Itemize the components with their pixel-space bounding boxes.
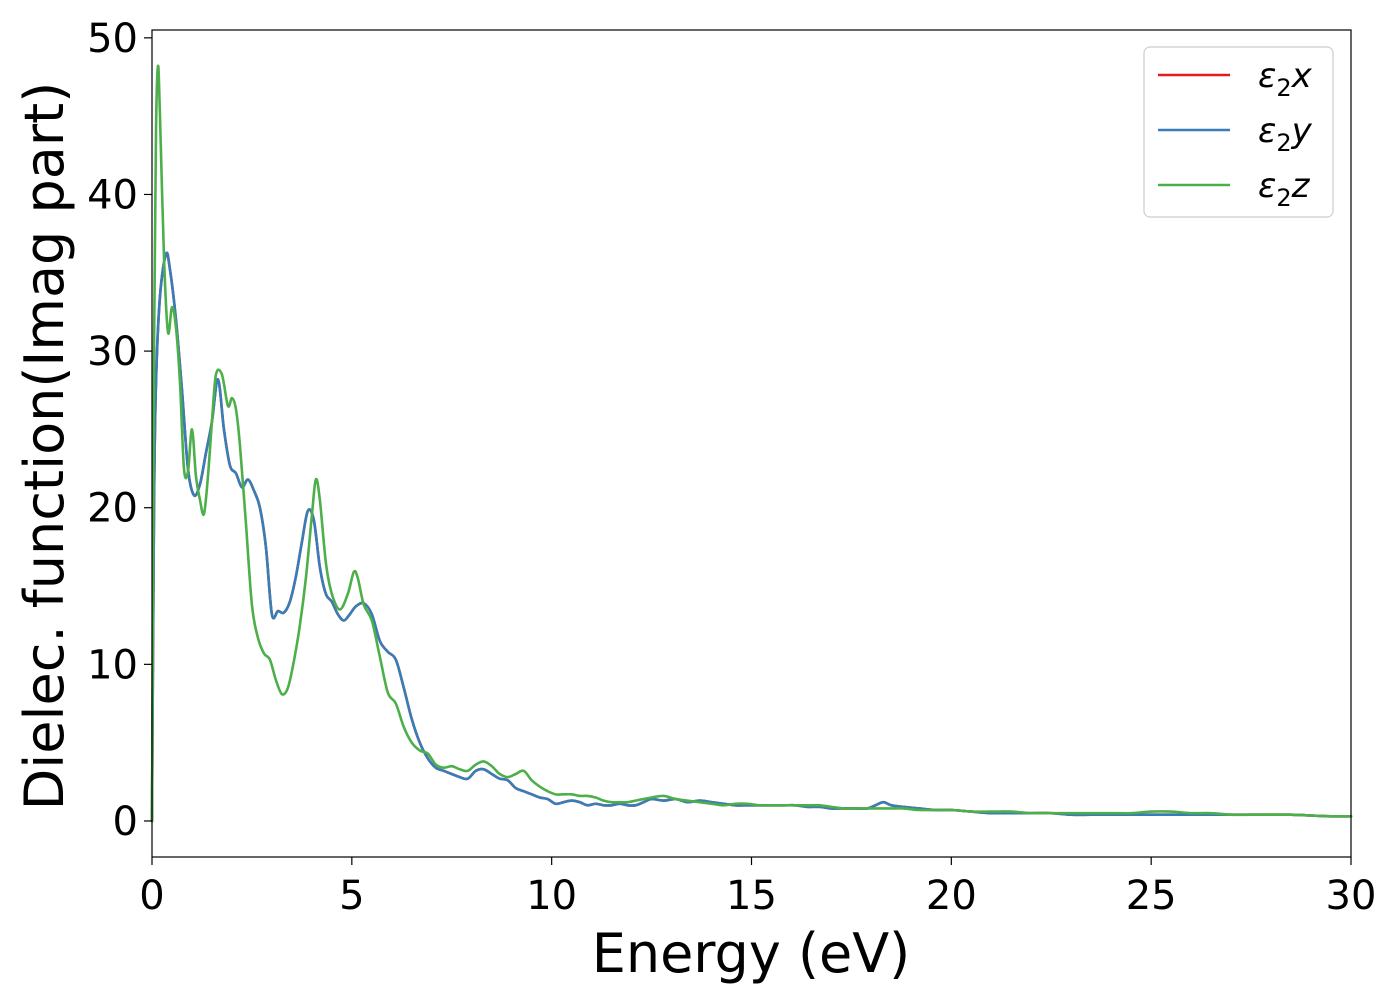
legend-label-y: ε2y [1258, 111, 1313, 157]
y-tick-label: 30 [87, 329, 138, 375]
y-tick-label: 20 [87, 486, 138, 532]
x-axis-title: Energy (eV) [592, 922, 911, 985]
x-tick-label: 0 [139, 873, 164, 919]
y-axis-title: Dielec. function(Imag part) [13, 82, 76, 811]
x-tick-label: 5 [339, 873, 364, 919]
legend-component: x [1291, 56, 1313, 96]
x-axis-ticks: 0 5 10 15 20 25 30 [139, 857, 1376, 919]
x-tick-label: 25 [1126, 873, 1177, 919]
x-tick-label: 30 [1326, 873, 1377, 919]
legend-symbol: ε [1258, 56, 1276, 96]
y-tick-label: 10 [87, 642, 138, 688]
plot-series [150, 64, 1353, 823]
legend-subscript: 2 [1276, 184, 1291, 212]
legend-component: y [1291, 111, 1313, 151]
series-line-z [150, 64, 1353, 823]
y-tick-label: 50 [87, 16, 138, 62]
legend-label-x: ε2x [1258, 56, 1313, 102]
legend-symbol: ε [1258, 111, 1276, 151]
y-tick-label: 40 [87, 172, 138, 218]
x-tick-label: 10 [526, 873, 577, 919]
y-axis-ticks: 0 10 20 30 40 50 [87, 16, 152, 845]
x-tick-label: 20 [926, 873, 977, 919]
legend-subscript: 2 [1276, 129, 1291, 157]
legend-box [1143, 46, 1334, 218]
legend-component: z [1291, 166, 1311, 206]
legend-label-z: ε2z [1258, 166, 1311, 212]
x-tick-label: 15 [726, 873, 777, 919]
y-tick-label: 0 [113, 799, 138, 845]
legend-symbol: ε [1258, 166, 1276, 206]
legend-subscript: 2 [1276, 74, 1291, 102]
